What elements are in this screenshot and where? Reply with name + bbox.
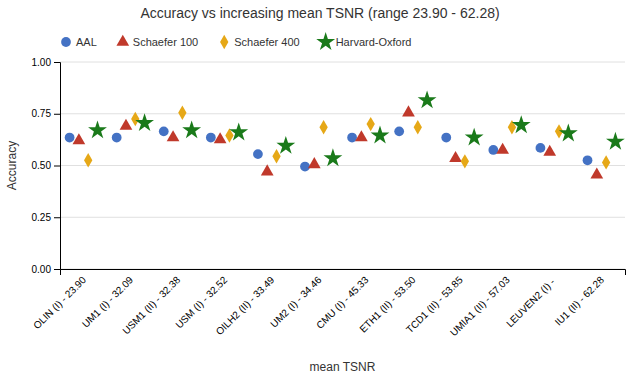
- legend-item: AAL: [61, 36, 97, 48]
- tick-label: USM1 (II) - 32.38: [120, 274, 182, 336]
- legend-label: AAL: [76, 36, 97, 48]
- point: [73, 133, 86, 144]
- tick-label: LEUVEN2 (I) -: [504, 274, 559, 329]
- tick: 0.00: [32, 264, 60, 275]
- legend-item: Schaefer 400: [220, 35, 300, 49]
- x-axis-title: mean TSNR: [310, 360, 376, 374]
- point: [135, 113, 154, 131]
- grid-line: [60, 217, 625, 218]
- tick-mark: [54, 166, 60, 167]
- axis-line: [61, 270, 626, 276]
- point: [319, 120, 327, 134]
- point: [367, 117, 375, 131]
- point: [214, 132, 227, 143]
- point: [441, 133, 451, 143]
- point: [182, 120, 201, 138]
- tick-label: OILH2 (II) - 33.49: [214, 274, 277, 337]
- point: [261, 164, 274, 175]
- title: Accuracy vs increasing mean TSNR (range …: [140, 5, 499, 21]
- point: [300, 162, 310, 172]
- point: [602, 155, 610, 169]
- legend-symbol: [316, 32, 335, 50]
- point: [120, 119, 133, 130]
- point: [543, 145, 556, 156]
- y-axis: 0.00 0.25 0.50 0.75 1.00: [32, 57, 61, 275]
- series: [65, 126, 593, 171]
- series: [84, 106, 610, 170]
- x-axis: OLIN (I) - 23.90UM1 (I) - 32.09USM1 (II)…: [31, 270, 625, 339]
- legend-label: Schaefer 400: [234, 36, 299, 48]
- grid: [60, 62, 625, 269]
- y-axis-title: Accuracy: [5, 141, 19, 190]
- point: [496, 143, 509, 154]
- tick: LEUVEN2 (I) -: [504, 274, 559, 329]
- point: [229, 122, 248, 140]
- point: [253, 149, 263, 159]
- tick-mark: [54, 62, 60, 63]
- point: [323, 148, 342, 166]
- legend-symbol: [116, 35, 129, 46]
- axis-line: [54, 63, 61, 270]
- point: [206, 133, 216, 143]
- legend-symbol: [61, 37, 71, 47]
- point: [308, 157, 321, 168]
- point: [272, 149, 280, 163]
- legend: AAL Schaefer 100 Schaefer 400 Harvard-Oxfor…: [61, 32, 411, 50]
- point: [559, 124, 578, 142]
- tick-label: 1.00: [32, 57, 52, 68]
- point: [167, 130, 180, 141]
- legend-item: Harvard-Oxford: [316, 32, 411, 50]
- tick-label: 0.50: [32, 160, 52, 171]
- point: [449, 151, 462, 162]
- point: [394, 126, 404, 136]
- marks: [65, 90, 625, 178]
- point: [418, 90, 437, 108]
- point: [371, 126, 390, 144]
- point: [590, 167, 603, 178]
- point: [606, 132, 625, 150]
- point: [88, 120, 107, 138]
- tick: 0.75: [32, 108, 60, 119]
- tick: 0.50: [32, 160, 60, 171]
- point: [131, 112, 139, 126]
- grid-line: [60, 62, 625, 63]
- tick-label: 0.00: [32, 264, 52, 275]
- series: [88, 90, 625, 166]
- chart: 0.00 0.25 0.50 0.75 1.00 OLIN (I) - 23.90UM1 …: [0, 0, 640, 377]
- point: [536, 143, 546, 153]
- tick: 1.00: [32, 57, 60, 68]
- grid-line: [60, 165, 625, 166]
- tick-mark: [54, 114, 60, 115]
- legend-label: Harvard-Oxford: [336, 36, 412, 48]
- point: [414, 120, 422, 134]
- tick-label: UMIA1 (II) - 57.03: [448, 274, 512, 338]
- tick-label: 0.75: [32, 108, 52, 119]
- tick: USM1 (II) - 32.38: [120, 274, 182, 336]
- tick-label: IU1 (II) - 62.28: [553, 274, 607, 328]
- point: [276, 136, 295, 154]
- tick: UMIA1 (II) - 57.03: [448, 274, 512, 338]
- tick: IU1 (II) - 62.28: [553, 274, 607, 328]
- point: [461, 154, 469, 168]
- point: [65, 133, 75, 143]
- tick: OILH2 (II) - 33.49: [214, 274, 277, 337]
- legend-label: Schaefer 100: [133, 36, 198, 48]
- legend-symbol: [220, 35, 228, 49]
- tick-mark: [54, 269, 60, 270]
- tick: 0.25: [32, 212, 60, 223]
- plot: 0.00 0.25 0.50 0.75 1.00 OLIN (I) - 23.90UM1 …: [31, 57, 625, 339]
- point: [178, 106, 186, 120]
- point: [84, 153, 92, 167]
- point: [465, 128, 484, 146]
- point: [402, 105, 415, 116]
- point: [583, 155, 593, 165]
- series: [73, 105, 604, 178]
- point: [112, 133, 122, 143]
- legend-item: Schaefer 100: [116, 35, 198, 48]
- point: [512, 115, 531, 133]
- tick-mark: [54, 217, 60, 218]
- tick-label: 0.25: [32, 212, 52, 223]
- point: [159, 126, 169, 136]
- point: [355, 130, 368, 141]
